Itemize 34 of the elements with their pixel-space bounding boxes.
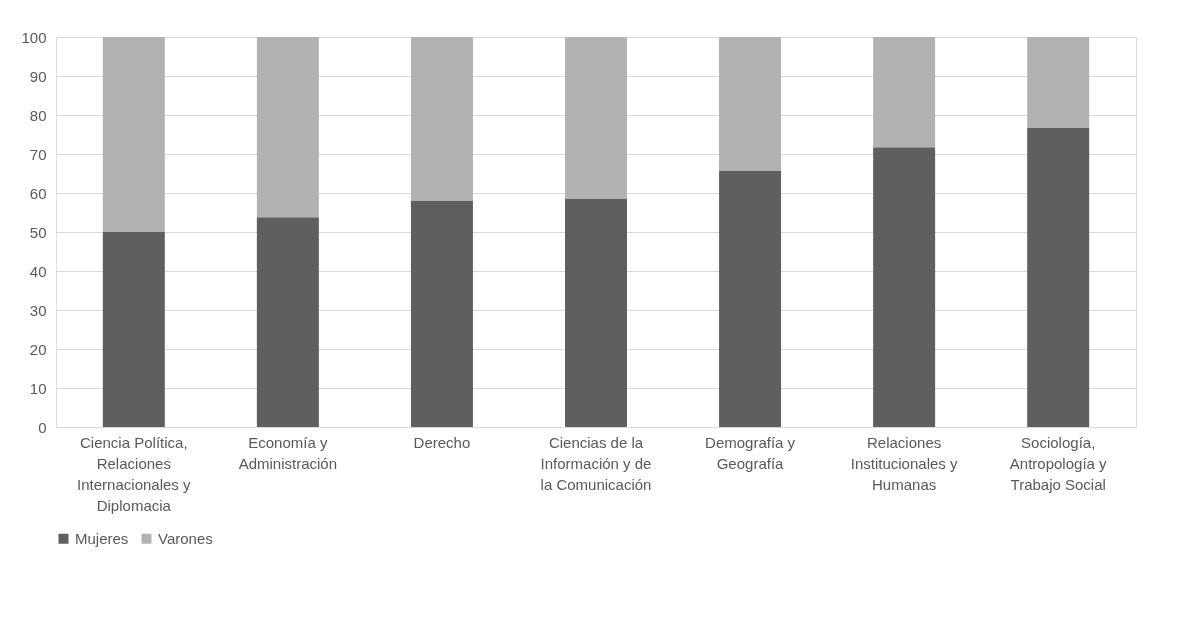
x-tick-label: Economía y Administración [238, 433, 338, 472]
y-tick-label: 40 [29, 262, 47, 280]
bar [256, 37, 319, 218]
x-tick-label: Ciencia Política, Relaciones Internacionales y Diplomacia [77, 433, 191, 514]
bar [1027, 37, 1090, 128]
bar [102, 37, 165, 232]
bar [410, 37, 473, 201]
x-tick-label: Derecho [413, 433, 471, 451]
bar [1027, 127, 1090, 427]
bar [565, 198, 627, 427]
bar [719, 37, 782, 171]
bar [410, 200, 473, 427]
bar [102, 232, 165, 427]
bar [256, 217, 319, 427]
y-tick-label: 100 [21, 28, 47, 46]
y-tick-label: 0 [38, 418, 47, 436]
y-tick-label: 70 [29, 145, 47, 163]
y-tick-label: 10 [29, 379, 47, 397]
y-tick-label: 30 [29, 301, 47, 319]
y-tick-label: 90 [29, 67, 47, 85]
y-tick-label: 80 [29, 106, 47, 124]
x-tick-label: Relaciones Institucionales y Humanas [850, 433, 958, 493]
x-tick-label: Demografía y Geografía [705, 433, 796, 472]
bar [565, 37, 627, 199]
y-tick-label: 20 [29, 340, 47, 358]
legend-label: Mujeres [75, 529, 129, 547]
legend-label: Varones [158, 529, 213, 547]
bar [719, 170, 782, 427]
y-tick-label: 50 [29, 223, 47, 241]
bar [873, 37, 936, 148]
bar [873, 147, 936, 427]
x-tick-label: Ciencias de la Información y de la Comunicación [540, 433, 652, 493]
y-tick-label: 60 [29, 184, 47, 202]
x-tick-label: Sociología, Antropología y Trabajo Social [1009, 433, 1108, 493]
